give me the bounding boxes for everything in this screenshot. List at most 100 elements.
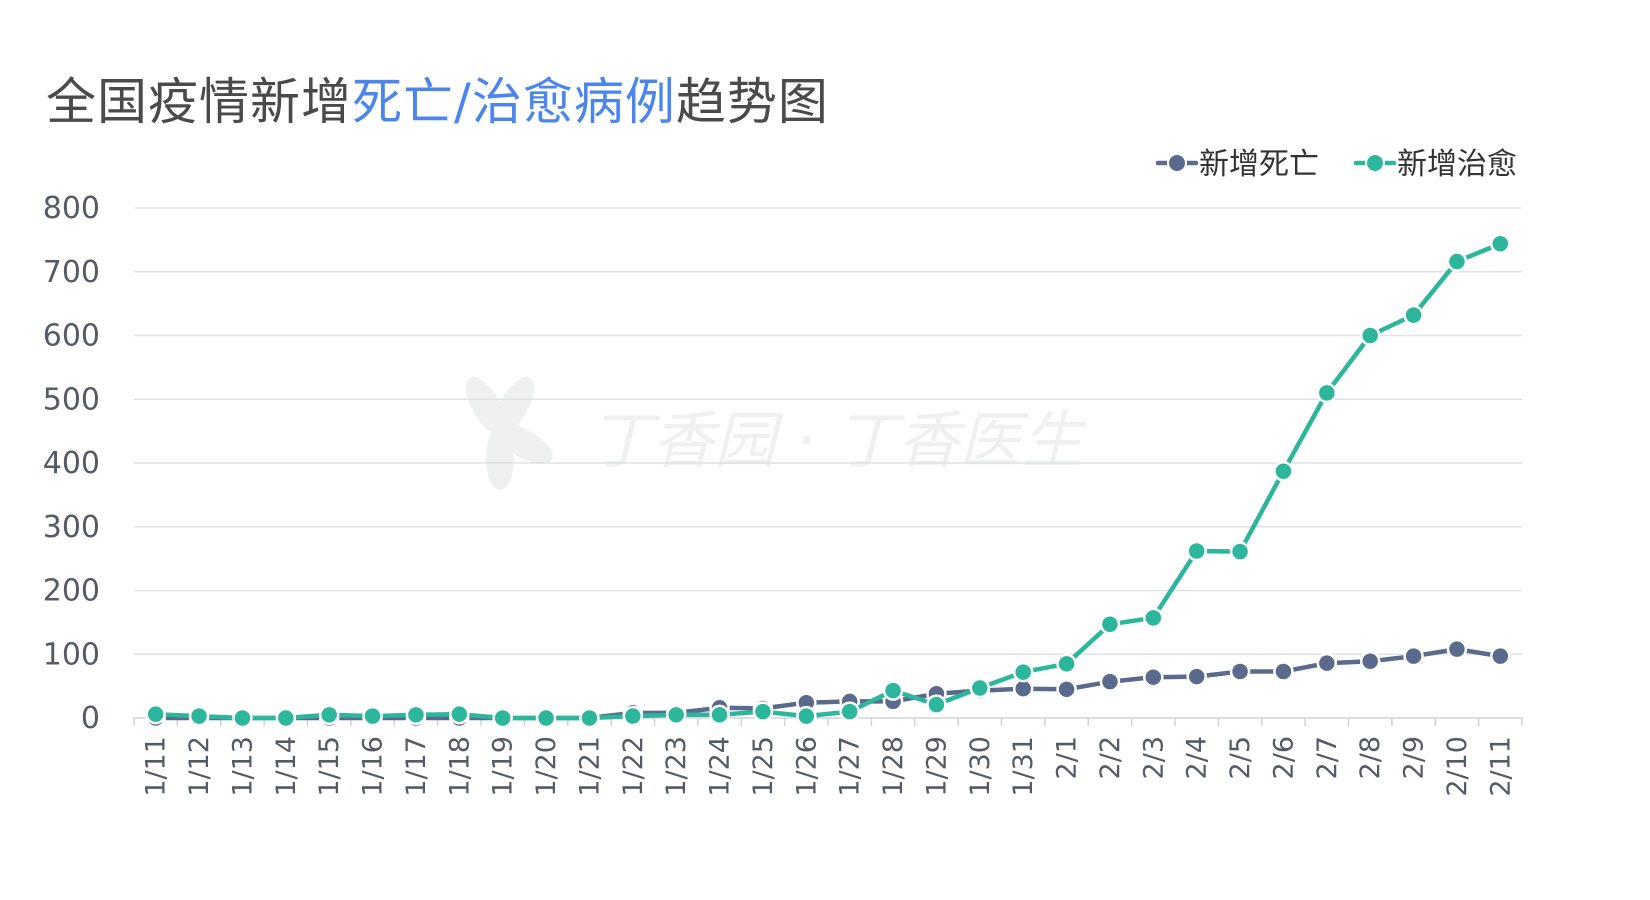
series-line-recovered [153, 241, 1503, 721]
data-point-deaths [1056, 679, 1077, 700]
title-part-3: 趋势图 [675, 73, 829, 131]
x-tick-label: 1/21 [574, 736, 605, 797]
x-tick-label: 1/27 [835, 736, 866, 797]
x-tick-label: 1/15 [314, 736, 345, 797]
y-tick-label: 100 [43, 637, 100, 672]
x-tick-label: 1/24 [705, 736, 736, 797]
x-tick-label: 2/6 [1268, 736, 1299, 779]
x-tick-label: 1/13 [227, 736, 258, 797]
x-tick-label: 1/31 [1008, 736, 1039, 797]
data-point-deaths [1446, 638, 1468, 660]
x-tick-label: 1/22 [618, 736, 649, 797]
y-axis: 0 100 200 300 400 500 600 700 800 [43, 191, 100, 736]
x-tick-label: 2/9 [1399, 736, 1430, 779]
x-tick-label: 1/30 [965, 736, 996, 797]
data-point-recovered [1446, 251, 1468, 272]
legend-label: 新增治愈 [1397, 147, 1517, 182]
data-point-recovered [1056, 653, 1077, 675]
legend-item-recovered: 新增治愈 [1353, 147, 1517, 182]
data-point-recovered [752, 701, 774, 722]
y-tick-label: 500 [43, 382, 100, 417]
x-tick-label: 2/10 [1442, 736, 1473, 797]
x-tick-label: 1/12 [184, 736, 215, 797]
y-tick-label: 700 [43, 255, 100, 290]
x-tick-label: 1/25 [748, 736, 779, 797]
series-recovered [145, 233, 1511, 729]
data-point-deaths [1012, 678, 1034, 699]
x-tick-label: 1/26 [791, 736, 822, 797]
data-point-recovered [1273, 461, 1294, 482]
legend-swatch-marker [1365, 153, 1385, 173]
data-point-recovered [145, 703, 166, 725]
clover-leaf-icon [465, 377, 553, 490]
legend-swatch-marker [1167, 153, 1187, 173]
x-tick-label: 2/2 [1095, 736, 1126, 779]
x-tick-label: 1/18 [444, 736, 475, 797]
data-point-recovered [1012, 661, 1034, 683]
data-point-recovered [535, 707, 557, 729]
data-point-recovered [405, 704, 427, 726]
x-tick-label: 2/8 [1355, 736, 1386, 779]
title-part-2-highlight: 死亡/治愈病例 [352, 73, 676, 131]
x-tick-label: 2/3 [1138, 736, 1169, 779]
watermark: 丁香园 · 丁香医生 [465, 377, 1087, 490]
y-tick-label: 600 [43, 319, 100, 354]
data-point-recovered [318, 704, 340, 726]
x-tick-label: 2/7 [1312, 736, 1343, 779]
x-tick-label: 1/17 [401, 736, 432, 797]
x-tick-label: 2/1 [1052, 736, 1083, 779]
data-point-recovered [665, 704, 687, 726]
y-tick-label: 0 [81, 701, 100, 736]
x-tick-label: 1/29 [921, 736, 952, 797]
data-point-recovered [362, 705, 383, 727]
legend-item-deaths: 新增死亡 [1155, 147, 1319, 182]
series-layer [145, 233, 1511, 729]
data-point-deaths [1143, 666, 1164, 688]
grid-layer [134, 207, 1522, 719]
title-part-1: 全国疫情新增 [46, 73, 352, 131]
data-point-recovered [449, 703, 470, 725]
series-line-deaths [153, 646, 1503, 721]
data-point-recovered [1099, 614, 1121, 635]
data-point-recovered [969, 677, 991, 699]
data-point-deaths [1490, 645, 1511, 667]
data-point-recovered [1229, 541, 1251, 562]
x-tick-label: 2/4 [1182, 736, 1213, 779]
x-tick-label: 1/28 [878, 736, 909, 797]
data-point-deaths [1359, 651, 1381, 672]
x-tick-label: 1/14 [271, 736, 302, 797]
x-tick-label: 2/11 [1485, 736, 1516, 797]
x-tick-label: 1/23 [661, 736, 692, 797]
data-point-recovered [232, 707, 253, 729]
legend: 新增死亡 新增治愈 [1155, 147, 1517, 182]
data-point-deaths [1186, 666, 1207, 687]
data-point-recovered [1186, 540, 1207, 562]
y-tick-label: 400 [43, 446, 100, 481]
data-point-deaths [1229, 661, 1251, 682]
x-tick-label: 2/5 [1225, 736, 1256, 779]
data-point-deaths [1403, 645, 1424, 667]
y-tick-label: 800 [43, 191, 100, 226]
x-tick-label: 1/11 [141, 736, 172, 797]
x-tick-label: 1/20 [531, 736, 562, 797]
data-point-recovered [188, 705, 210, 727]
watermark-text: 丁香园 · 丁香医生 [590, 404, 1087, 477]
data-point-recovered [579, 707, 600, 729]
data-point-deaths [1316, 652, 1338, 674]
data-point-deaths [1099, 671, 1121, 692]
data-point-recovered [275, 707, 297, 729]
x-tick-label: 1/16 [358, 736, 389, 797]
data-point-recovered [882, 680, 904, 701]
data-point-recovered [1490, 233, 1511, 254]
data-point-recovered [492, 707, 513, 729]
x-tick-label: 1/19 [488, 736, 519, 797]
chart-title: 全国疫情新增死亡/治愈病例趋势图 [46, 62, 829, 134]
data-point-recovered [1316, 382, 1338, 404]
y-tick-label: 200 [43, 574, 100, 609]
data-point-recovered [1143, 607, 1164, 629]
y-tick-label: 300 [43, 510, 100, 545]
data-point-recovered [709, 704, 730, 726]
data-point-recovered [1403, 304, 1424, 326]
data-point-deaths [1273, 661, 1294, 682]
